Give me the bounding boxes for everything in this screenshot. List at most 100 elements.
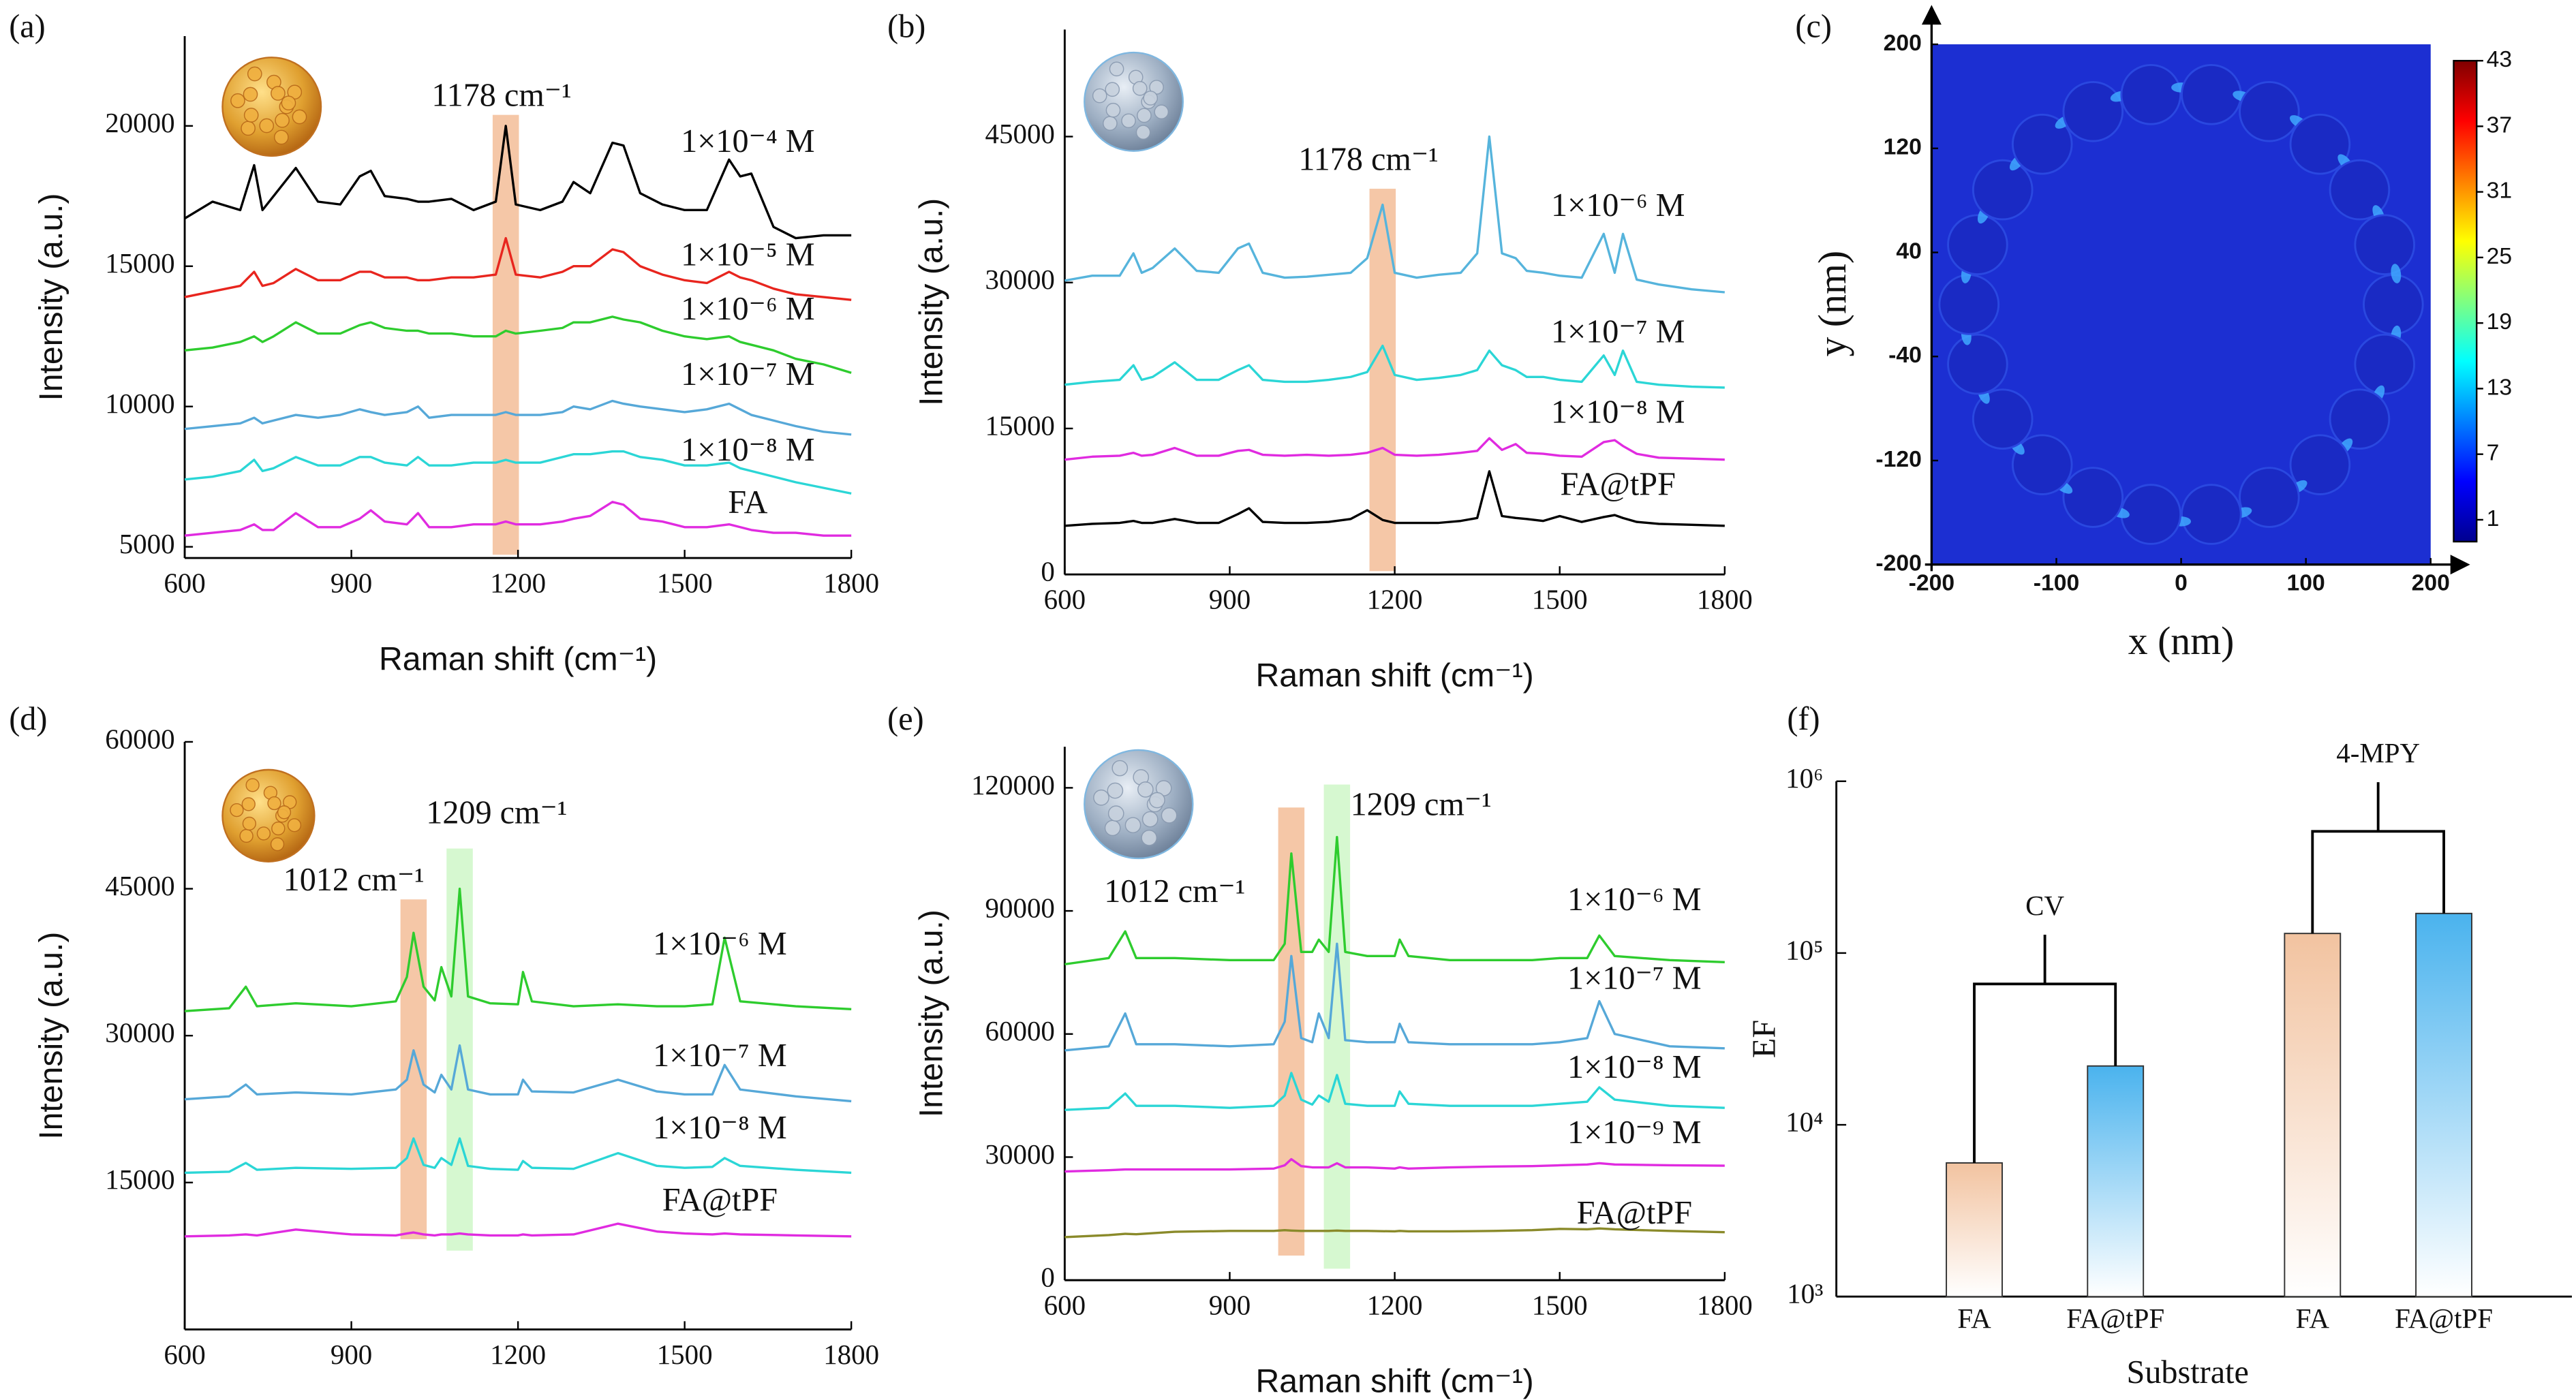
- x-axis-title: Raman shift (cm⁻¹): [379, 641, 657, 678]
- y-tick-label: 15000: [105, 1164, 174, 1195]
- y-tick-label: 45000: [985, 119, 1055, 149]
- x-tick-label: 900: [331, 1339, 372, 1370]
- series-label: FA@tPF: [1561, 467, 1676, 503]
- x-tick-label: 900: [1209, 585, 1251, 615]
- x-tick-label: 1800: [823, 1339, 879, 1370]
- colorbar-tick-label: 31: [2487, 178, 2513, 204]
- x-tick-label: 1500: [1532, 1290, 1588, 1320]
- particle-bead: [1137, 781, 1154, 798]
- series-label: 1×10⁻⁸ M: [1551, 394, 1685, 431]
- spectrum-line: [184, 887, 852, 1012]
- y-tick-label: 10³: [1787, 1279, 1823, 1309]
- series-label: 1×10⁻⁸ M: [681, 432, 815, 468]
- field-map: [1931, 44, 2431, 565]
- spectrum-line: [184, 450, 852, 495]
- panel-label: (d): [9, 701, 47, 737]
- particle-bead: [230, 93, 245, 108]
- y-tick-label: 90000: [985, 892, 1055, 923]
- particle-outline: [2062, 467, 2124, 528]
- particle-bead: [1107, 805, 1124, 822]
- x-tick-label: FA@tPF: [2066, 1303, 2164, 1334]
- series-label: 1×10⁻⁴ M: [681, 123, 815, 159]
- particle-bead: [241, 797, 256, 811]
- colorbar-tick-label: 25: [2487, 243, 2513, 269]
- particle-bead: [256, 826, 271, 841]
- hotspot: [2391, 264, 2402, 283]
- x-tick-label: 1200: [1367, 1290, 1423, 1320]
- particle-bead: [273, 129, 289, 145]
- particle-outline: [2181, 484, 2242, 545]
- particle-bead: [1105, 82, 1120, 97]
- particle-bead: [243, 108, 259, 123]
- y-axis-title: y (nm): [1810, 251, 1854, 357]
- x-tick-label: 200: [2412, 570, 2450, 596]
- series-label: 1×10⁻⁶ M: [1551, 187, 1685, 223]
- particle-bead: [275, 112, 290, 128]
- y-tick-label: 45000: [105, 871, 174, 901]
- spectrum-line: [1064, 942, 1725, 1052]
- y-axis-title: Intensity (a.u.): [33, 932, 70, 1140]
- particle-bead: [1103, 116, 1118, 131]
- spectrum-line: [184, 236, 852, 301]
- y-axis-title: Intensity (a.u.): [913, 909, 949, 1117]
- x-tick-label: -200: [1909, 570, 1954, 596]
- peak-annotation: 1209 cm⁻¹: [1351, 786, 1492, 822]
- peak-annotation: 1012 cm⁻¹: [1104, 873, 1245, 909]
- spectrum-line: [184, 501, 852, 537]
- particle-outline: [1972, 388, 2034, 450]
- particle-outline: [1947, 214, 2008, 276]
- bar: [2284, 933, 2342, 1298]
- x-tick-label: 1500: [657, 1339, 713, 1370]
- y-tick-label: 10000: [105, 388, 174, 419]
- particle-outline: [1972, 159, 2034, 221]
- x-tick-label: 1200: [490, 567, 546, 598]
- particle-bead: [1124, 817, 1141, 834]
- y-tick-label: -40: [1888, 342, 1922, 368]
- y-tick-label: 0: [1041, 1262, 1054, 1293]
- particle-bead: [230, 803, 244, 818]
- y-tick-label: 5000: [119, 529, 175, 559]
- x-tick-label: FA@tPF: [2395, 1303, 2493, 1334]
- x-tick-label: 1800: [823, 567, 879, 598]
- spectrum-line: [1064, 135, 1725, 294]
- particle-bead: [239, 828, 254, 843]
- y-tick-label: 30000: [985, 264, 1055, 295]
- y-tick-label: 20000: [105, 108, 174, 138]
- particle-bead: [277, 805, 292, 820]
- bar: [1946, 1162, 2003, 1298]
- particle-bead: [267, 796, 281, 811]
- y-tick-label: 0: [1041, 557, 1054, 587]
- x-tick-label: 0: [2175, 570, 2188, 596]
- particle-outline: [2354, 214, 2416, 276]
- series-label: 1×10⁻⁶ M: [681, 291, 815, 327]
- particle-bead: [247, 66, 262, 82]
- spectrum-line: [184, 125, 852, 240]
- particle-bead: [259, 118, 275, 134]
- y-tick-label: 15000: [985, 410, 1055, 441]
- particle-outline: [2062, 80, 2124, 142]
- particle-bead: [1141, 811, 1159, 828]
- x-tick-label: 1500: [657, 567, 713, 598]
- y-tick-label: 60000: [105, 724, 174, 754]
- x-tick-label: 600: [1044, 585, 1086, 615]
- panel-label: (a): [9, 8, 45, 44]
- y-tick-label: 60000: [985, 1016, 1055, 1046]
- particle-bead: [1105, 102, 1121, 118]
- x-tick-label: FA: [1957, 1303, 1991, 1334]
- axis-arrow: [1921, 5, 1942, 25]
- colorbar-tick-label: 1: [2487, 505, 2500, 531]
- y-tick-label: 120000: [971, 770, 1055, 800]
- x-tick-label: 900: [1209, 1290, 1251, 1320]
- bar: [2415, 912, 2472, 1298]
- peak-annotation: 1012 cm⁻¹: [283, 862, 425, 898]
- series-label: 1×10⁻⁷ M: [1567, 961, 1702, 997]
- colorbar-tick-label: 13: [2487, 374, 2513, 400]
- bracket-label: 4-MPY: [2336, 738, 2420, 768]
- series-label: FA@tPF: [662, 1182, 778, 1218]
- particle-bead: [1141, 829, 1158, 846]
- particle-outline: [1947, 333, 2008, 395]
- spectrum-line: [1064, 470, 1725, 527]
- particle-bead: [1143, 91, 1159, 106]
- x-tick-label: 1200: [1367, 585, 1423, 615]
- particle-bead: [245, 778, 260, 792]
